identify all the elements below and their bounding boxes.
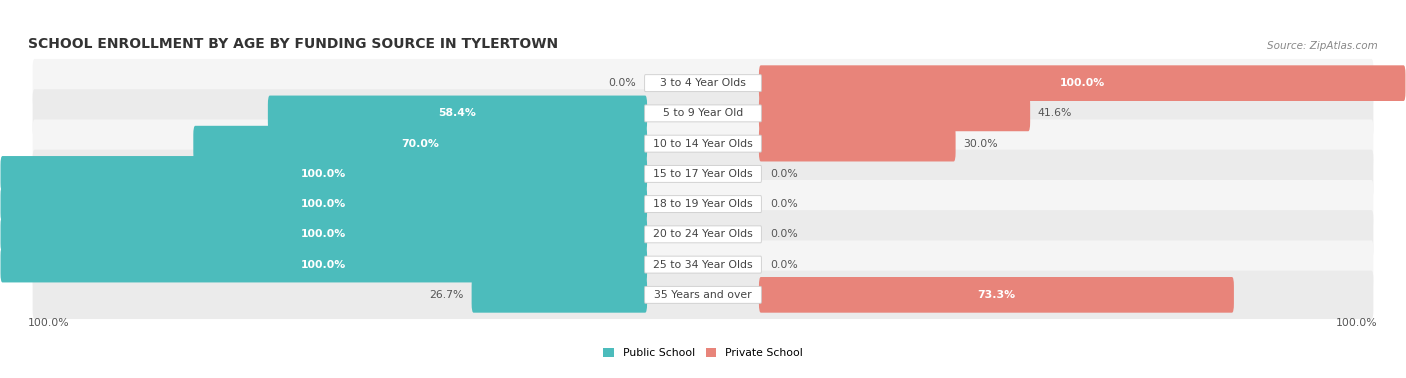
FancyBboxPatch shape xyxy=(759,126,956,161)
FancyBboxPatch shape xyxy=(644,166,762,182)
FancyBboxPatch shape xyxy=(644,226,762,243)
Text: 0.0%: 0.0% xyxy=(607,78,636,88)
FancyBboxPatch shape xyxy=(644,196,762,212)
Text: 0.0%: 0.0% xyxy=(770,229,799,239)
Text: 100.0%: 100.0% xyxy=(1060,78,1105,88)
Text: 100.0%: 100.0% xyxy=(301,169,346,179)
FancyBboxPatch shape xyxy=(32,271,1374,319)
Text: 20 to 24 Year Olds: 20 to 24 Year Olds xyxy=(654,229,752,239)
Text: 100.0%: 100.0% xyxy=(301,260,346,270)
FancyBboxPatch shape xyxy=(644,287,762,303)
FancyBboxPatch shape xyxy=(759,65,1406,101)
Text: 0.0%: 0.0% xyxy=(770,169,799,179)
FancyBboxPatch shape xyxy=(644,135,762,152)
FancyBboxPatch shape xyxy=(0,247,647,282)
FancyBboxPatch shape xyxy=(0,217,647,252)
FancyBboxPatch shape xyxy=(471,277,647,313)
Text: 100.0%: 100.0% xyxy=(1336,318,1378,328)
FancyBboxPatch shape xyxy=(759,96,1031,131)
Text: 26.7%: 26.7% xyxy=(429,290,464,300)
FancyBboxPatch shape xyxy=(32,89,1374,138)
FancyBboxPatch shape xyxy=(32,240,1374,289)
FancyBboxPatch shape xyxy=(644,75,762,91)
FancyBboxPatch shape xyxy=(32,150,1374,198)
Text: 100.0%: 100.0% xyxy=(301,199,346,209)
Text: SCHOOL ENROLLMENT BY AGE BY FUNDING SOURCE IN TYLERTOWN: SCHOOL ENROLLMENT BY AGE BY FUNDING SOUR… xyxy=(28,37,558,51)
FancyBboxPatch shape xyxy=(32,119,1374,168)
Legend: Public School, Private School: Public School, Private School xyxy=(603,347,803,358)
Text: 73.3%: 73.3% xyxy=(977,290,1015,300)
FancyBboxPatch shape xyxy=(193,126,647,161)
Text: 70.0%: 70.0% xyxy=(401,139,439,149)
FancyBboxPatch shape xyxy=(32,210,1374,259)
Text: 35 Years and over: 35 Years and over xyxy=(654,290,752,300)
Text: 0.0%: 0.0% xyxy=(770,260,799,270)
FancyBboxPatch shape xyxy=(0,186,647,222)
Text: 0.0%: 0.0% xyxy=(770,199,799,209)
FancyBboxPatch shape xyxy=(0,156,647,192)
Text: 3 to 4 Year Olds: 3 to 4 Year Olds xyxy=(659,78,747,88)
Text: 100.0%: 100.0% xyxy=(301,229,346,239)
FancyBboxPatch shape xyxy=(269,96,647,131)
Text: 25 to 34 Year Olds: 25 to 34 Year Olds xyxy=(654,260,752,270)
Text: 5 to 9 Year Old: 5 to 9 Year Old xyxy=(662,108,744,118)
Text: 18 to 19 Year Olds: 18 to 19 Year Olds xyxy=(654,199,752,209)
FancyBboxPatch shape xyxy=(644,256,762,273)
FancyBboxPatch shape xyxy=(644,105,762,122)
FancyBboxPatch shape xyxy=(759,277,1234,313)
FancyBboxPatch shape xyxy=(32,180,1374,228)
FancyBboxPatch shape xyxy=(32,59,1374,107)
Text: 10 to 14 Year Olds: 10 to 14 Year Olds xyxy=(654,139,752,149)
Text: Source: ZipAtlas.com: Source: ZipAtlas.com xyxy=(1267,42,1378,51)
Text: 15 to 17 Year Olds: 15 to 17 Year Olds xyxy=(654,169,752,179)
Text: 100.0%: 100.0% xyxy=(28,318,70,328)
Text: 58.4%: 58.4% xyxy=(439,108,477,118)
Text: 41.6%: 41.6% xyxy=(1038,108,1073,118)
Text: 30.0%: 30.0% xyxy=(963,139,998,149)
